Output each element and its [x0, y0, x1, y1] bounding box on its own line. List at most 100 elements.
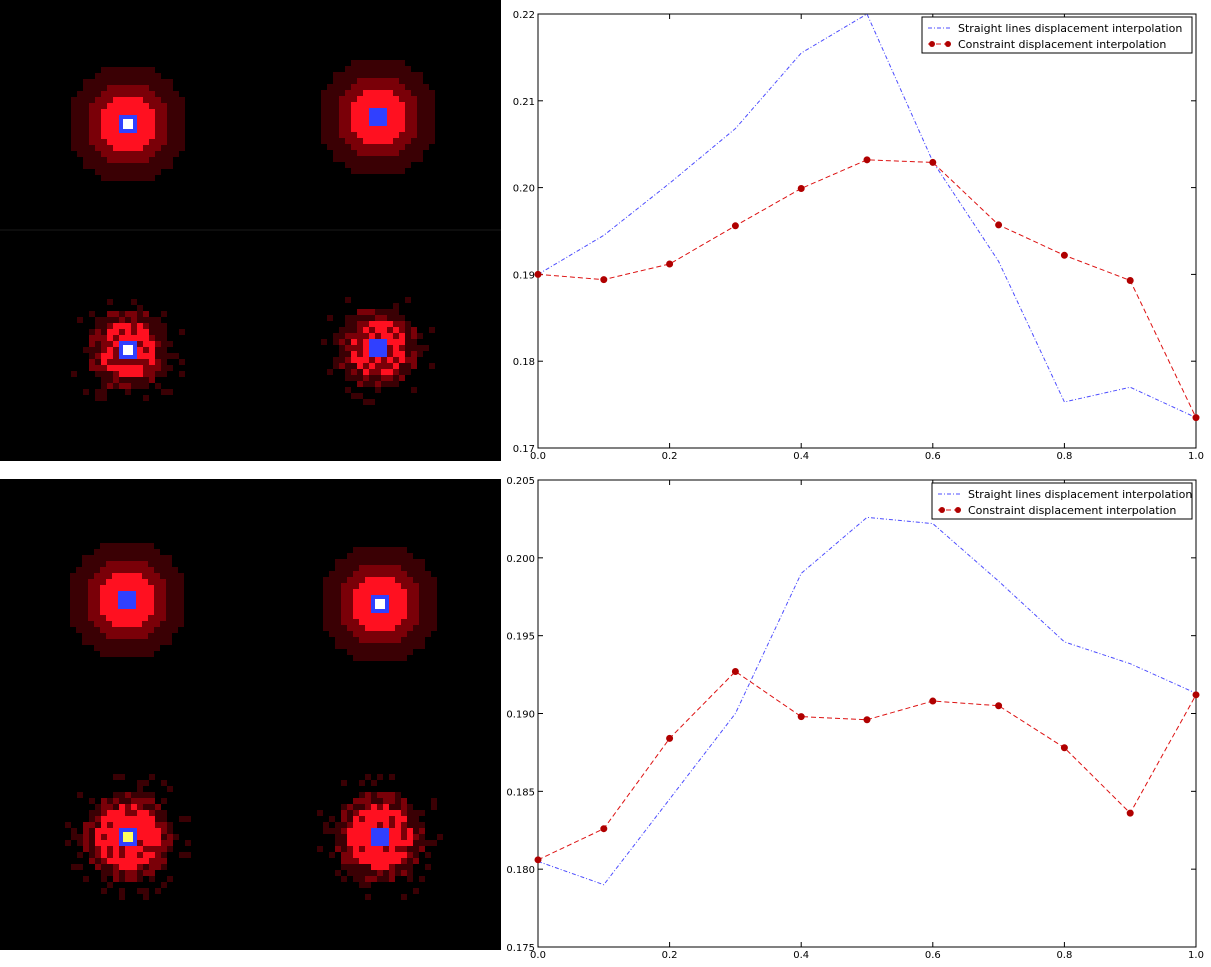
heat-pixel — [345, 321, 351, 327]
heat-pixel — [407, 637, 413, 643]
heat-pixel — [387, 90, 393, 96]
heat-pixel — [130, 549, 136, 555]
heat-pixel — [172, 621, 178, 627]
heat-pixel — [357, 168, 363, 174]
heat-pixel — [137, 353, 143, 359]
heat-pixel — [351, 345, 357, 351]
heat-pixel — [143, 816, 149, 822]
heat-pixel — [369, 168, 375, 174]
heat-pixel — [125, 151, 131, 157]
heat-pixel — [395, 870, 401, 876]
heat-pixel — [377, 625, 383, 631]
heat-pixel — [407, 649, 413, 655]
heat-pixel — [89, 347, 95, 353]
heat-pixel — [71, 864, 77, 870]
legend-marker — [929, 41, 935, 47]
heat-pixel — [407, 643, 413, 649]
heat-pixel — [387, 132, 393, 138]
heat-pixel — [387, 327, 393, 333]
heat-pixel — [95, 121, 101, 127]
heat-pixel — [167, 97, 173, 103]
heat-pixel — [149, 359, 155, 365]
heat-pixel — [119, 894, 125, 900]
heat-pixel — [83, 133, 89, 139]
heat-pixel — [143, 109, 149, 115]
heat-pixel — [101, 852, 107, 858]
heat-pixel — [119, 73, 125, 79]
heat-pixel — [423, 84, 429, 90]
heat-pixel — [131, 822, 137, 828]
heat-pixel — [353, 559, 359, 565]
heat-pixel — [407, 631, 413, 637]
heat-pixel — [393, 315, 399, 321]
heat-pixel — [89, 163, 95, 169]
heat-pixel — [130, 633, 136, 639]
heat-pixel — [423, 90, 429, 96]
heat-pixel — [76, 567, 82, 573]
heat-pixel — [371, 553, 377, 559]
heat-pixel — [345, 120, 351, 126]
heat-pixel — [365, 852, 371, 858]
heat-pixel — [407, 846, 413, 852]
heat-pixel — [345, 72, 351, 78]
heat-pixel — [119, 852, 125, 858]
heat-pixel — [118, 555, 124, 561]
heat-pixel — [347, 834, 353, 840]
heat-pixel — [323, 613, 329, 619]
heat-pixel — [369, 78, 375, 84]
heat-pixel — [95, 169, 101, 175]
heat-pixel — [149, 109, 155, 115]
heat-pixel — [125, 109, 131, 115]
heat-pixel — [347, 595, 353, 601]
heat-pixel — [83, 121, 89, 127]
heat-pixel — [387, 138, 393, 144]
heat-pixel — [371, 589, 377, 595]
data-point — [929, 158, 937, 166]
heat-pixel — [377, 613, 383, 619]
heat-pixel — [71, 109, 77, 115]
heat-pixel — [335, 619, 341, 625]
heat-pixel — [425, 613, 431, 619]
heat-pixel — [329, 601, 335, 607]
heatmap-spot — [71, 299, 185, 401]
heat-pixel — [417, 126, 423, 132]
heat-pixel — [148, 543, 154, 549]
heat-pixel — [387, 126, 393, 132]
heat-pixel — [155, 335, 161, 341]
heat-pixel — [351, 333, 357, 339]
heat-pixel — [101, 828, 107, 834]
heat-pixel — [83, 822, 89, 828]
heat-pixel — [166, 579, 172, 585]
heat-pixel — [88, 615, 94, 621]
heat-pixel — [345, 66, 351, 72]
heat-pixel — [399, 321, 405, 327]
heat-pixel — [419, 876, 425, 882]
heat-pixel — [335, 607, 341, 613]
heat-pixel — [395, 828, 401, 834]
heat-pixel — [353, 637, 359, 643]
heat-pixel — [77, 91, 83, 97]
heat-pixel — [149, 133, 155, 139]
heat-pixel — [395, 559, 401, 565]
heat-pixel — [161, 341, 167, 347]
heat-pixel — [363, 72, 369, 78]
heat-pixel — [347, 631, 353, 637]
heat-pixel — [419, 565, 425, 571]
heat-pixel — [399, 369, 405, 375]
heat-pixel — [70, 621, 76, 627]
heat-pixel — [143, 347, 149, 353]
heat-pixel — [411, 387, 417, 393]
heat-pixel — [131, 133, 137, 139]
heat-pixel — [95, 145, 101, 151]
heat-pixel — [359, 834, 365, 840]
heat-pixel — [425, 631, 431, 637]
heat-pixel — [375, 333, 381, 339]
heat-pixel — [351, 369, 357, 375]
heat-pixel — [142, 561, 148, 567]
heat-pixel — [431, 798, 437, 804]
heat-pixel — [375, 369, 381, 375]
heat-pixel — [371, 643, 377, 649]
heat-pixel — [173, 139, 179, 145]
heat-pixel — [381, 333, 387, 339]
heat-pixel — [327, 90, 333, 96]
